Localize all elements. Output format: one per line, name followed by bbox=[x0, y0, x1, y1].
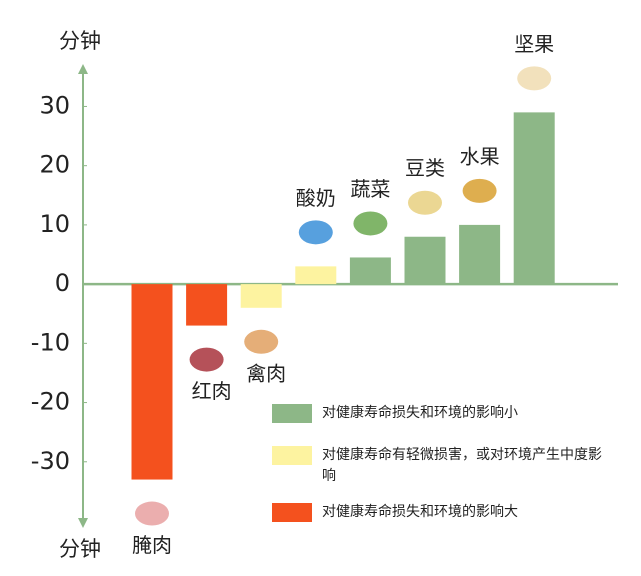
food-icon bbox=[244, 329, 279, 354]
legend-item: 对健康寿命损失和环境的影响小 bbox=[272, 403, 602, 424]
bar bbox=[186, 284, 228, 326]
legend-item: 对健康寿命损失和环境的影响大 bbox=[272, 502, 602, 523]
food-icon bbox=[517, 66, 552, 91]
bar bbox=[349, 257, 391, 285]
category-label: 坚果 bbox=[514, 32, 554, 56]
legend-swatch bbox=[272, 503, 312, 522]
food-icon bbox=[408, 190, 442, 215]
category-label: 蔬菜 bbox=[350, 177, 390, 201]
bar bbox=[240, 284, 282, 308]
y-tick-label: -20 bbox=[31, 388, 70, 416]
y-tick-label: 10 bbox=[39, 210, 70, 238]
y-tick-label: 0 bbox=[55, 269, 70, 297]
food-icon bbox=[462, 178, 497, 203]
legend-item: 对健康寿命有轻微损害，或对环境产生中度影响 bbox=[272, 445, 602, 487]
category-label: 红肉 bbox=[192, 379, 232, 403]
y-axis-label: 分钟 bbox=[59, 537, 101, 561]
bar bbox=[131, 284, 173, 480]
y-axis-label: 分钟 bbox=[59, 29, 101, 53]
category-label: 腌肉 bbox=[132, 533, 172, 557]
food-icon bbox=[135, 501, 169, 526]
legend-swatch bbox=[272, 404, 312, 423]
category-label: 禽肉 bbox=[246, 361, 286, 385]
bar bbox=[295, 266, 337, 285]
food-icon bbox=[298, 220, 333, 245]
legend-swatch bbox=[272, 446, 312, 465]
food-icon bbox=[353, 211, 388, 236]
bar bbox=[404, 236, 446, 285]
bar bbox=[459, 224, 501, 285]
legend-label: 对健康寿命有轻微损害，或对环境产生中度影响 bbox=[322, 447, 602, 484]
y-tick-label: -10 bbox=[31, 328, 70, 356]
axis-arrow bbox=[78, 64, 88, 74]
y-tick-label: -30 bbox=[31, 447, 70, 475]
category-label: 酸奶 bbox=[296, 186, 336, 210]
y-tick-label: 20 bbox=[39, 151, 70, 179]
legend-label: 对健康寿命损失和环境的影响小 bbox=[322, 405, 518, 421]
axis-arrow bbox=[78, 518, 88, 528]
legend-label: 对健康寿命损失和环境的影响大 bbox=[322, 504, 518, 520]
food-icon bbox=[189, 347, 224, 372]
category-label: 水果 bbox=[460, 144, 500, 168]
category-label: 豆类 bbox=[405, 156, 445, 180]
y-tick-label: 30 bbox=[39, 91, 70, 119]
bar bbox=[513, 112, 555, 285]
